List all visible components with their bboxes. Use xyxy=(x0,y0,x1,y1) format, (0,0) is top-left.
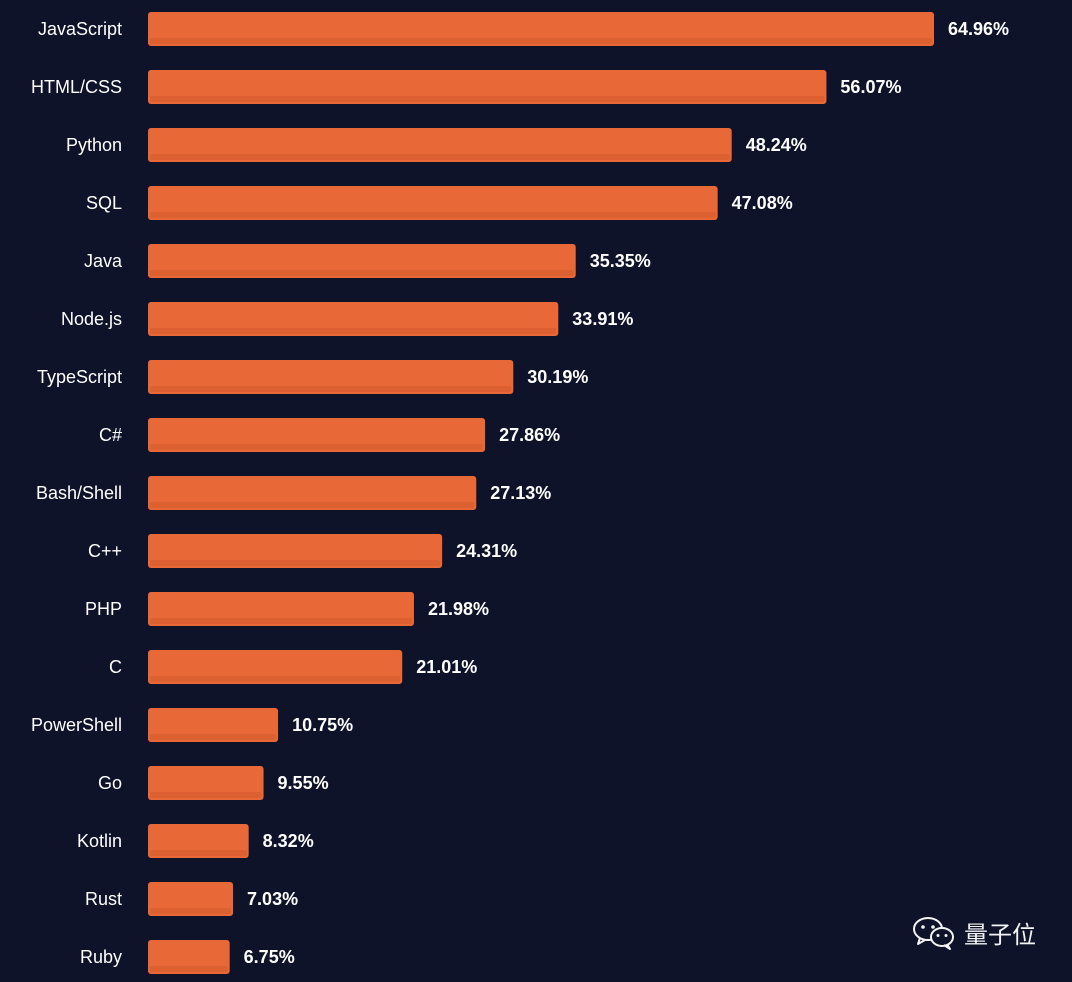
bar-shade xyxy=(150,676,401,682)
bar-group: Bash/Shell 27.13% xyxy=(36,476,551,510)
value-label: 24.31% xyxy=(456,541,517,561)
category-label: Rust xyxy=(85,889,122,909)
bar-shade xyxy=(150,386,512,392)
bar-group: PowerShell 10.75% xyxy=(31,708,353,742)
bar-shade xyxy=(150,908,232,914)
value-label: 9.55% xyxy=(278,773,329,793)
bar-shade xyxy=(150,966,228,972)
bar-group: SQL 47.08% xyxy=(86,186,793,220)
category-label: PHP xyxy=(85,599,122,619)
bar-group: C++ 24.31% xyxy=(88,534,517,568)
bar-group: Java 35.35% xyxy=(84,244,651,278)
bar-group: C# 27.86% xyxy=(99,418,560,452)
wechat-icon xyxy=(913,916,954,950)
bar-group: Ruby 6.75% xyxy=(80,940,295,974)
bar-shade xyxy=(150,154,730,160)
bar xyxy=(148,360,514,394)
value-label: 27.13% xyxy=(490,483,551,503)
bar xyxy=(148,186,718,220)
category-label: SQL xyxy=(86,193,122,213)
bar xyxy=(148,128,732,162)
category-label: Ruby xyxy=(80,947,122,967)
bar-shade xyxy=(150,96,825,102)
bar-group: Rust 7.03% xyxy=(85,882,298,916)
bar xyxy=(148,708,279,742)
category-label: Node.js xyxy=(61,309,122,329)
value-label: 7.03% xyxy=(247,889,298,909)
category-label: Kotlin xyxy=(77,831,122,851)
bar-shade xyxy=(150,560,441,566)
category-label: Bash/Shell xyxy=(36,483,122,503)
value-label: 64.96% xyxy=(948,19,1009,39)
bar xyxy=(148,650,403,684)
bar-shade xyxy=(150,792,262,798)
value-label: 56.07% xyxy=(840,77,901,97)
category-label: PowerShell xyxy=(31,715,122,735)
bar xyxy=(148,302,559,336)
bar-shade xyxy=(150,270,574,276)
watermark-text: 量子位 xyxy=(964,921,1036,949)
bar-group: HTML/CSS 56.07% xyxy=(31,70,901,104)
value-label: 27.86% xyxy=(499,425,560,445)
bar-shade xyxy=(150,734,277,740)
value-label: 33.91% xyxy=(572,309,633,329)
category-label: JavaScript xyxy=(38,19,122,39)
bar xyxy=(148,824,249,858)
bar-shade xyxy=(150,850,247,856)
bar xyxy=(148,766,264,800)
value-label: 21.98% xyxy=(428,599,489,619)
category-label: TypeScript xyxy=(37,367,122,387)
bar xyxy=(148,244,576,278)
bar-shade xyxy=(150,618,412,624)
bar xyxy=(148,418,486,452)
bar-group: JavaScript 64.96% xyxy=(38,12,1009,46)
bar-group: PHP 21.98% xyxy=(85,592,489,626)
value-label: 21.01% xyxy=(416,657,477,677)
bar xyxy=(148,534,443,568)
value-label: 6.75% xyxy=(244,947,295,967)
bar-group: TypeScript 30.19% xyxy=(37,360,588,394)
category-label: C++ xyxy=(88,541,122,561)
value-label: 30.19% xyxy=(527,367,588,387)
watermark: 量子位 xyxy=(912,915,1036,950)
bar xyxy=(148,940,230,974)
category-label: C xyxy=(109,657,122,677)
bar-shade xyxy=(150,328,557,334)
category-label: HTML/CSS xyxy=(31,77,122,97)
category-label: Java xyxy=(84,251,123,271)
bar xyxy=(148,592,414,626)
bar-shade xyxy=(150,502,475,508)
bar-group: Kotlin 8.32% xyxy=(77,824,314,858)
category-label: Go xyxy=(98,773,122,793)
bar-group: Python 48.24% xyxy=(66,128,807,162)
bar xyxy=(148,70,827,104)
category-label: C# xyxy=(99,425,122,445)
value-label: 8.32% xyxy=(263,831,314,851)
bar-group: C 21.01% xyxy=(109,650,477,684)
value-label: 48.24% xyxy=(746,135,807,155)
value-label: 47.08% xyxy=(732,193,793,213)
bar xyxy=(148,12,934,46)
bar-shade xyxy=(150,212,716,218)
bar-group: Node.js 33.91% xyxy=(61,302,633,336)
bar-group: Go 9.55% xyxy=(98,766,329,800)
bar xyxy=(148,476,477,510)
bar-shade xyxy=(150,38,932,44)
bar-shade xyxy=(150,444,484,450)
category-label: Python xyxy=(66,135,122,155)
value-label: 10.75% xyxy=(292,715,353,735)
bar xyxy=(148,882,234,916)
value-label: 35.35% xyxy=(590,251,651,271)
